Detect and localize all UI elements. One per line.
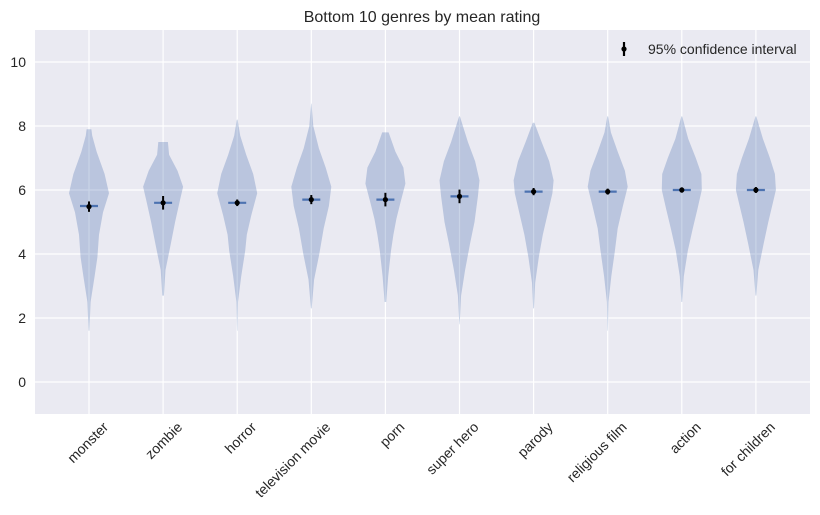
x-tick-label: for children xyxy=(718,419,778,479)
y-axis: 0 2 4 6 8 10 xyxy=(10,54,26,390)
y-tick-label: 2 xyxy=(18,310,26,326)
violin-body xyxy=(735,116,776,296)
x-tick-label: porn xyxy=(376,419,407,450)
violin-body xyxy=(291,103,332,309)
mean-point xyxy=(382,197,388,203)
mean-point xyxy=(308,197,314,203)
y-tick-label: 4 xyxy=(18,246,26,262)
violin-body xyxy=(69,129,109,331)
y-tick-label: 6 xyxy=(18,182,26,198)
mean-point xyxy=(679,187,685,193)
violin-body xyxy=(365,132,406,302)
mean-point xyxy=(753,187,759,193)
violin-body xyxy=(439,116,480,325)
violin-body xyxy=(513,122,554,309)
mean-point xyxy=(531,189,537,195)
violin-body xyxy=(217,119,258,331)
legend: 95% confidence interval xyxy=(621,41,797,57)
x-tick-label: horror xyxy=(222,419,260,457)
mean-point xyxy=(456,193,463,199)
chart-title: Bottom 10 genres by mean rating xyxy=(304,9,541,26)
x-tick-label: monster xyxy=(64,419,111,466)
mean-point xyxy=(160,200,166,206)
mean-point xyxy=(605,189,611,195)
x-tick-label: television movie xyxy=(252,419,334,501)
violins xyxy=(69,103,776,331)
y-tick-label: 8 xyxy=(18,118,26,134)
x-tick-label: religious film xyxy=(563,419,629,485)
grid xyxy=(35,30,810,414)
mean-point xyxy=(86,204,92,210)
plot-area xyxy=(35,30,810,414)
x-tick-label: zombie xyxy=(142,419,185,462)
y-tick-label: 10 xyxy=(10,54,26,70)
violin-body xyxy=(143,142,184,296)
x-tick-label: parody xyxy=(514,419,556,461)
x-tick-label: action xyxy=(666,419,704,457)
y-tick-label: 0 xyxy=(18,374,26,390)
legend-ci-marker-dot xyxy=(621,46,627,52)
violin-body xyxy=(661,116,702,303)
x-tick-label: super hero xyxy=(423,419,482,478)
violin-body xyxy=(587,116,628,331)
legend-label: 95% confidence interval xyxy=(648,41,797,57)
mean-point xyxy=(234,200,240,206)
